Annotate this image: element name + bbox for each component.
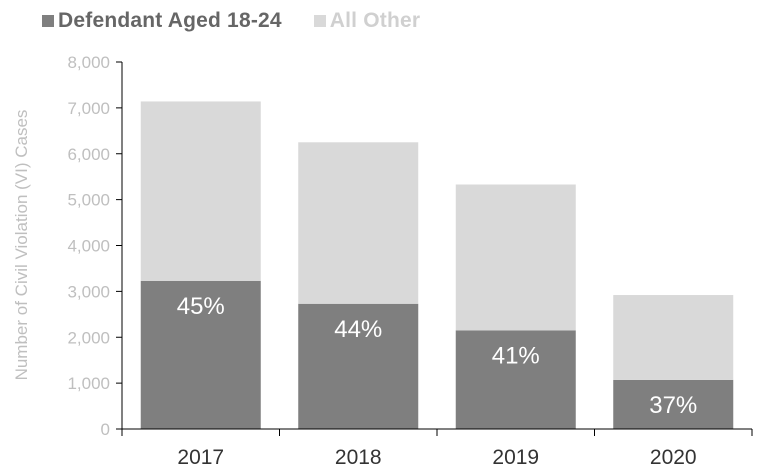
y-tick-label: 8,000 [67,53,110,72]
legend-item-all-other: All Other [313,9,421,33]
bar-all-other-2017 [140,101,261,281]
bar-defendant-18-24-2018 [298,303,419,429]
y-tick-label: 1,000 [67,374,110,393]
y-tick-label: 6,000 [67,145,110,164]
y-tick-label: 3,000 [67,282,110,301]
axes-group: 2017 2018 2019 2020 0 1,000 2,000 3,000 4,000 5,0… [67,53,753,469]
bar-all-other-2020 [613,295,734,380]
legend-label-defendant-18-24: Defendant Aged 18-24 [58,9,282,32]
data-label-2019: 41% [492,342,540,369]
legend-swatch-all-other [313,15,326,27]
chart-legend: Defendant Aged 18-24 All Other [42,4,452,38]
legend-label-all-other: All Other [329,9,421,32]
y-tick-label: 4,000 [67,237,110,256]
bars-group: 45% 44% 41% 37% [140,101,734,429]
data-label-2017: 45% [177,293,225,320]
bar-all-other-2018 [298,142,419,304]
bar-all-other-2019 [455,184,576,331]
x-tick-label-2018: 2018 [335,446,382,469]
bar-defendant-18-24-2017 [140,280,261,429]
x-tick-label-2020: 2020 [650,446,697,469]
data-label-2018: 44% [334,316,382,343]
legend-item-defendant-18-24: Defendant Aged 18-24 [42,9,282,33]
y-tick-label: 7,000 [67,99,110,118]
y-tick-label: 0 [101,420,110,439]
data-label-2020: 37% [649,392,697,419]
x-tick-label-2019: 2019 [492,446,539,469]
y-tick-label: 5,000 [67,191,110,210]
bar-defendant-18-24-2019 [455,330,576,429]
legend-swatch-defendant-18-24 [42,15,54,27]
bar-defendant-18-24-2020 [613,379,734,429]
x-tick-label-2017: 2017 [177,446,224,469]
y-axis-title: Number of Civil Violation (VI) Cases [12,110,31,381]
y-tick-label: 2,000 [67,328,110,347]
